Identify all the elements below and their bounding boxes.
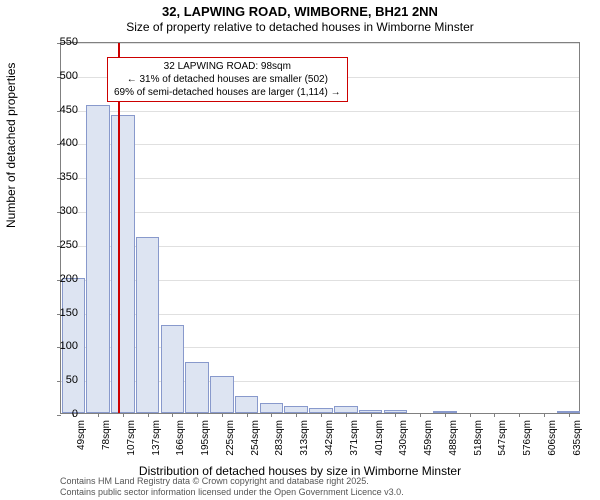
x-tick-label: 313sqm	[299, 420, 310, 456]
x-tick-mark	[445, 413, 446, 417]
y-tick-mark	[57, 381, 61, 382]
x-tick-label: 283sqm	[274, 420, 285, 456]
x-tick-label: 137sqm	[151, 420, 162, 456]
x-tick-label: 518sqm	[473, 420, 484, 456]
x-tick-mark	[420, 413, 421, 417]
x-tick-label: 576sqm	[522, 420, 533, 456]
x-tick-mark	[519, 413, 520, 417]
x-tick-mark	[321, 413, 322, 417]
x-tick-label: 78sqm	[101, 420, 112, 450]
y-tick-label: 0	[72, 408, 78, 420]
y-tick-label: 150	[60, 307, 78, 319]
x-tick-label: 488sqm	[448, 420, 459, 456]
x-tick-mark	[197, 413, 198, 417]
histogram-bar	[185, 362, 209, 413]
footer-line-1: Contains HM Land Registry data © Crown c…	[60, 476, 404, 487]
x-tick-mark	[395, 413, 396, 417]
info-box-line: ← 31% of detached houses are smaller (50…	[114, 73, 341, 86]
footer-line-2: Contains public sector information licen…	[60, 487, 404, 498]
histogram-bar	[210, 376, 234, 413]
x-tick-mark	[172, 413, 173, 417]
x-tick-mark	[544, 413, 545, 417]
x-tick-mark	[98, 413, 99, 417]
histogram-bar	[111, 115, 135, 413]
y-axis-label: Number of detached properties	[4, 63, 18, 228]
x-tick-label: 254sqm	[250, 420, 261, 456]
x-tick-label: 195sqm	[200, 420, 211, 456]
x-tick-mark	[222, 413, 223, 417]
grid-line	[61, 144, 579, 145]
y-tick-label: 200	[60, 273, 78, 285]
x-tick-label: 606sqm	[547, 420, 558, 456]
y-tick-label: 550	[60, 36, 78, 48]
histogram-bar	[334, 406, 358, 413]
x-tick-label: 459sqm	[423, 420, 434, 456]
x-tick-mark	[470, 413, 471, 417]
x-tick-label: 635sqm	[572, 420, 583, 456]
info-box: 32 LAPWING ROAD: 98sqm← 31% of detached …	[107, 57, 348, 102]
x-tick-label: 401sqm	[374, 420, 385, 456]
y-tick-label: 450	[60, 104, 78, 116]
x-tick-label: 547sqm	[497, 420, 508, 456]
x-tick-mark	[346, 413, 347, 417]
y-tick-label: 100	[60, 340, 78, 352]
histogram-bar	[136, 237, 160, 413]
x-tick-label: 225sqm	[225, 420, 236, 456]
x-tick-mark	[247, 413, 248, 417]
y-tick-mark	[57, 415, 61, 416]
grid-line	[61, 111, 579, 112]
y-tick-label: 300	[60, 205, 78, 217]
histogram-bar	[235, 396, 259, 413]
x-tick-label: 166sqm	[175, 420, 186, 456]
x-tick-mark	[494, 413, 495, 417]
grid-line	[61, 178, 579, 179]
footer-attribution: Contains HM Land Registry data © Crown c…	[60, 476, 404, 498]
histogram-bar	[260, 403, 284, 413]
x-tick-label: 107sqm	[126, 420, 137, 456]
chart-subtitle: Size of property relative to detached ho…	[0, 20, 600, 34]
y-tick-label: 50	[66, 374, 78, 386]
x-tick-mark	[123, 413, 124, 417]
info-box-line: 32 LAPWING ROAD: 98sqm	[114, 60, 341, 73]
x-tick-label: 371sqm	[349, 420, 360, 456]
x-tick-mark	[296, 413, 297, 417]
x-tick-mark	[569, 413, 570, 417]
grid-line	[61, 212, 579, 213]
y-tick-label: 350	[60, 171, 78, 183]
grid-line	[61, 43, 579, 44]
histogram-bar	[86, 105, 110, 413]
chart-title: 32, LAPWING ROAD, WIMBORNE, BH21 2NN	[0, 4, 600, 19]
histogram-bar	[161, 325, 185, 413]
x-tick-mark	[271, 413, 272, 417]
y-tick-label: 250	[60, 239, 78, 251]
x-tick-label: 342sqm	[324, 420, 335, 456]
x-tick-label: 430sqm	[398, 420, 409, 456]
x-tick-mark	[148, 413, 149, 417]
y-tick-label: 400	[60, 137, 78, 149]
info-box-line: 69% of semi-detached houses are larger (…	[114, 86, 341, 99]
x-tick-label: 49sqm	[76, 420, 87, 450]
x-tick-mark	[371, 413, 372, 417]
plot-area: 32 LAPWING ROAD: 98sqm← 31% of detached …	[60, 42, 580, 414]
y-tick-label: 500	[60, 70, 78, 82]
histogram-bar	[284, 406, 308, 413]
chart-container: 32, LAPWING ROAD, WIMBORNE, BH21 2NN Siz…	[0, 0, 600, 500]
